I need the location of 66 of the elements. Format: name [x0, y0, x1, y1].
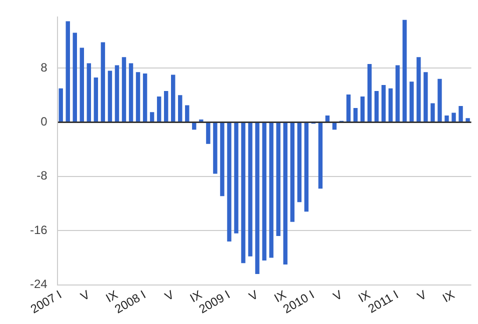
bar: [156, 96, 162, 122]
x-tick-label: V: [78, 287, 92, 304]
bar: [396, 65, 400, 122]
bar: [185, 105, 190, 122]
bar: [248, 122, 252, 256]
x-tick-label: IX: [440, 287, 457, 306]
bar: [290, 122, 294, 222]
bar: [360, 96, 365, 122]
bar: [58, 88, 63, 122]
bar: [128, 63, 134, 122]
bar: [164, 91, 168, 122]
x-tick-label: V: [330, 287, 345, 304]
bar: [227, 122, 232, 242]
bar: [114, 65, 120, 122]
bar: [262, 122, 266, 260]
bar: [430, 103, 435, 122]
bar: [66, 21, 70, 122]
bar: [438, 78, 442, 122]
bar: [458, 106, 463, 122]
bar: [297, 122, 302, 202]
bar: [346, 94, 351, 122]
bar: [72, 32, 77, 122]
bar: [304, 122, 309, 212]
bar: [94, 78, 98, 122]
y-tick-label: -16: [30, 222, 48, 237]
bar: [80, 48, 84, 122]
y-tick-label: 0: [40, 114, 48, 129]
bar: [86, 63, 92, 122]
y-tick-label: -8: [36, 168, 48, 183]
bar: [452, 112, 456, 122]
bar: [178, 95, 182, 122]
bar: [424, 72, 428, 122]
bar: [142, 73, 148, 122]
bar: [283, 122, 288, 265]
bar: [276, 122, 280, 236]
bar: [353, 108, 358, 122]
bar: [466, 118, 470, 122]
bar: [136, 72, 140, 122]
bar: [241, 122, 246, 264]
bar: [171, 74, 176, 122]
bar: [255, 122, 260, 274]
y-tick-label: 8: [40, 60, 48, 74]
bar: [150, 112, 154, 122]
bar: [122, 57, 126, 122]
bar: [213, 122, 218, 174]
bar: [234, 122, 238, 234]
bar: [108, 70, 112, 122]
bar: [374, 91, 379, 122]
x-tick-label: V: [414, 287, 429, 304]
bar: [388, 88, 393, 122]
bar: [325, 115, 330, 122]
bar: [402, 20, 407, 122]
bar: [318, 122, 323, 189]
bar: [410, 82, 414, 122]
bar: [367, 64, 372, 122]
bar: [416, 57, 421, 122]
bar: [381, 84, 386, 122]
bar: [269, 122, 274, 258]
bar: [220, 122, 224, 196]
bar: [444, 115, 449, 122]
bar: [100, 42, 106, 122]
bar: [206, 122, 210, 144]
x-tick-label: V: [162, 287, 176, 304]
bar: [332, 122, 337, 130]
bar: [192, 122, 196, 130]
x-tick-label: V: [246, 287, 260, 304]
